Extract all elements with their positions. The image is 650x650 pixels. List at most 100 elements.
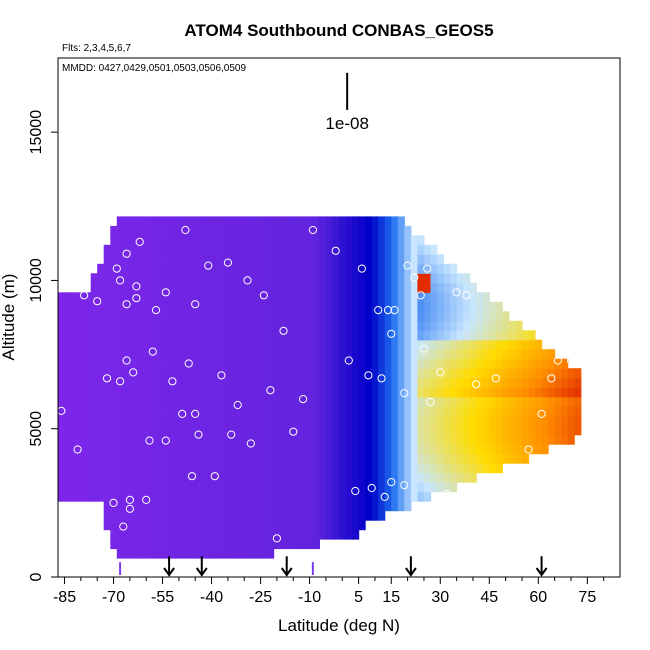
heatmap-cell <box>339 358 347 369</box>
heatmap-cell <box>535 415 543 426</box>
heatmap-cell <box>541 415 549 426</box>
heatmap-cell <box>123 301 131 312</box>
heatmap-cell <box>463 406 471 417</box>
heatmap-cell <box>522 425 530 436</box>
heatmap-cell <box>136 434 144 445</box>
heatmap-cell <box>430 311 438 322</box>
heatmap-cell <box>188 482 196 493</box>
heatmap-cell <box>312 387 320 398</box>
heatmap-cell <box>469 463 477 474</box>
heatmap-cell <box>319 282 327 293</box>
heatmap-cell <box>280 339 288 350</box>
heatmap-cell <box>378 387 386 398</box>
heatmap-cell <box>404 339 412 350</box>
heatmap-cell <box>221 377 229 388</box>
sample-marker <box>93 297 102 306</box>
heatmap-cell <box>508 330 516 341</box>
heatmap-cell <box>241 453 249 464</box>
heatmap-cell <box>149 358 157 369</box>
heatmap-cell <box>391 387 399 398</box>
heatmap-cell <box>188 349 196 360</box>
heatmap-cell <box>424 311 432 322</box>
sample-marker <box>364 371 373 380</box>
heatmap-cell <box>214 520 222 531</box>
heatmap-cell <box>358 396 366 407</box>
heatmap-cell <box>482 387 490 398</box>
heatmap-cell <box>352 292 360 303</box>
heatmap-cell <box>214 254 222 265</box>
heatmap-cell <box>339 453 347 464</box>
heatmap-cell <box>58 387 66 398</box>
heatmap-cell <box>136 216 144 227</box>
heatmap-cell <box>267 292 275 303</box>
heatmap-cell <box>469 406 477 417</box>
heatmap-cell <box>195 330 203 341</box>
heatmap-cell <box>325 463 333 474</box>
heatmap-cell <box>156 406 164 417</box>
heatmap-cell <box>286 320 294 331</box>
heatmap-cell <box>188 339 196 350</box>
heatmap-cell <box>227 396 235 407</box>
heatmap-cell <box>476 311 484 322</box>
heatmap-cell <box>424 444 432 455</box>
heatmap-cell <box>201 510 209 521</box>
heatmap-cell <box>123 548 131 559</box>
heatmap-cell <box>371 235 379 246</box>
x-tick-label: -25 <box>249 589 272 606</box>
heatmap-cell <box>352 434 360 445</box>
heatmap-cell <box>136 501 144 512</box>
heatmap-cell <box>195 216 203 227</box>
heatmap-cell <box>358 491 366 502</box>
heatmap-cell <box>110 244 118 255</box>
heatmap-cell <box>195 463 203 474</box>
heatmap-cell <box>404 434 412 445</box>
heatmap-cell <box>456 282 464 293</box>
heatmap-cell <box>417 254 425 265</box>
heatmap-cell <box>64 396 72 407</box>
heatmap-cell <box>535 358 543 369</box>
heatmap-cell <box>325 520 333 531</box>
heatmap-cell <box>299 529 307 540</box>
heatmap-cell <box>286 254 294 265</box>
heatmap-cell <box>339 434 347 445</box>
heatmap-cell <box>443 358 451 369</box>
flight-arrow-head <box>535 567 548 577</box>
heatmap-cell <box>71 368 79 379</box>
heatmap-cell <box>352 273 360 284</box>
heatmap-cell <box>254 501 262 512</box>
heatmap-cell <box>77 320 85 331</box>
heatmap-cell <box>417 434 425 445</box>
heatmap-cell <box>312 368 320 379</box>
heatmap-cell <box>456 444 464 455</box>
heatmap-cell <box>384 235 392 246</box>
heatmap-cell <box>561 415 569 426</box>
heatmap-cell <box>319 311 327 322</box>
sample-marker <box>390 306 399 315</box>
heatmap-cell <box>149 368 157 379</box>
heatmap-cell <box>208 501 216 512</box>
sample-marker <box>119 522 128 531</box>
heatmap-cell <box>175 235 183 246</box>
heatmap-cell <box>280 216 288 227</box>
heatmap-cell <box>515 320 523 331</box>
heatmap-cell <box>358 368 366 379</box>
heatmap-cell <box>143 282 151 293</box>
heatmap-cell <box>339 235 347 246</box>
heatmap-cell <box>365 339 373 350</box>
heatmap-cell <box>149 425 157 436</box>
heatmap-cell <box>221 235 229 246</box>
heatmap-cell <box>169 273 177 284</box>
heatmap-cell <box>299 368 307 379</box>
heatmap-cell <box>286 282 294 293</box>
heatmap-cell <box>352 377 360 388</box>
heatmap-cell <box>286 529 294 540</box>
heatmap-cell <box>64 415 72 426</box>
heatmap-cell <box>482 358 490 369</box>
heatmap-cell <box>64 444 72 455</box>
heatmap-cell <box>169 406 177 417</box>
heatmap-cell <box>254 377 262 388</box>
heatmap-cell <box>195 453 203 464</box>
heatmap-cell <box>535 387 543 398</box>
heatmap-cell <box>332 235 340 246</box>
